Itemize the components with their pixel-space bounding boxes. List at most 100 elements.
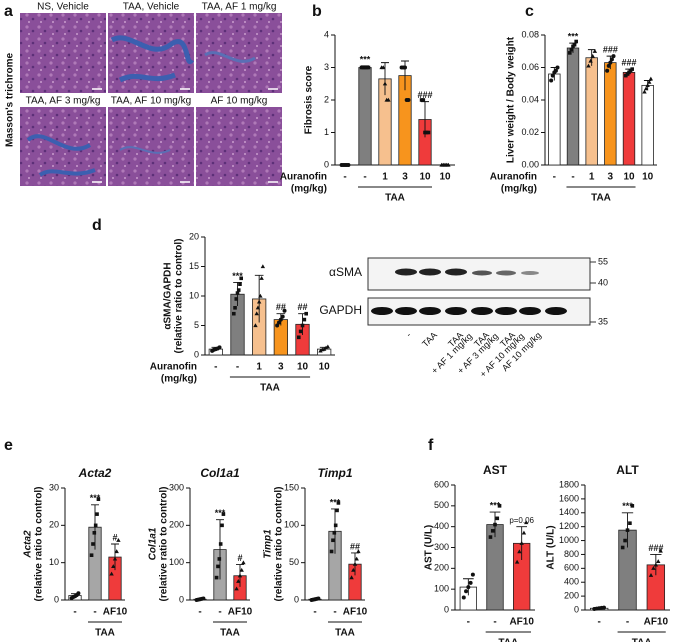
data-point [316,596,321,601]
group-label: TAA [335,628,355,639]
fibrosis-streak [119,146,171,154]
asma-bands [395,268,539,276]
x-tick-label: 3 [608,172,614,183]
y-tick-label: 600 [434,479,449,489]
y-tick-label: 10 [189,290,199,300]
data-point [201,596,206,601]
data-point [278,317,283,322]
bar-chart: 0 100 200 300 400 500 600 AST (U/L) AST - *** - p=0.… [424,463,535,642]
fibrosis-streak [204,51,256,63]
data-point [221,512,226,516]
data-point [325,344,331,349]
y-tick-label: 200 [169,520,184,530]
data-point [234,586,239,591]
data-point [258,293,263,298]
panel-label: e [4,437,13,454]
data-point [381,65,386,70]
bar [604,62,617,166]
chart-title: Col1a1 [200,466,240,480]
data-point [346,163,351,167]
significance-label: ## [350,541,360,551]
y-tick-label: 150 [284,482,299,492]
y-tick-label: 1000 [559,535,579,545]
data-point [366,65,371,70]
y-tick-label: 1400 [559,507,579,517]
lane-label: - [404,330,413,339]
x-tick-label: - [553,172,556,183]
y-tick-label: 0.06 [521,62,539,72]
x-tick-label: - [597,617,600,628]
data-point [297,335,301,340]
y-tick-label: 3 [324,62,329,72]
data-point [643,86,649,91]
data-point [331,538,335,543]
y-tick-label: 4 [324,29,329,39]
data-point [239,567,244,572]
data-point [625,528,630,532]
y-tick-label: 400 [434,521,449,531]
x-tick-label: 10 [297,362,309,373]
data-point [239,276,243,281]
chart-title: AST [483,463,508,477]
data-point [642,89,647,94]
y-tick-label: 0 [294,594,299,604]
data-point [606,63,611,68]
fibrosis-streak [26,134,96,177]
data-point [237,573,243,578]
error-bar [381,62,389,96]
data-point [112,556,118,561]
data-point [601,605,606,610]
error-bar [587,49,596,66]
data-point [335,508,339,513]
data-point [549,78,554,83]
bar-chart: 0 5 10 15 20 αSMA/GAPDH (relative ratio to con… [150,231,335,394]
data-point [648,572,654,577]
x-tick-label: - [93,607,96,618]
image-title: NS, Vehicle [37,2,89,13]
error-bar [91,504,99,550]
group-label: TAA [632,638,652,642]
image-title: AF 10 mg/kg [211,96,268,107]
data-point [333,523,338,528]
data-point [216,564,220,569]
data-point [352,561,358,566]
data-point [282,308,287,313]
y-tick-label: 2 [324,94,329,104]
data-point [241,560,246,565]
data-point [232,311,236,316]
x-tick-label: 1 [589,172,595,183]
x-tick-label: 3 [278,362,284,373]
data-point [605,68,610,73]
data-point [92,531,97,535]
y-tick-label: 1800 [559,479,579,489]
data-point [426,130,431,135]
image-title: TAA, AF 1 mg/kg [202,2,277,13]
image-title: TAA, AF 10 mg/kg [111,96,191,107]
data-point [235,291,240,295]
x-tick-label: - [236,362,239,373]
y-tick-label: 100 [284,520,299,530]
data-point [89,553,94,557]
x-axis-label: (mg/kg) [291,184,327,195]
bar [585,57,598,166]
y-tick-label: 0 [574,604,579,614]
y-tick-label: 500 [434,500,449,510]
x-tick-label: AF10 [343,607,368,618]
x-tick-label: AF10 [644,617,669,628]
data-point [495,516,500,521]
data-point [336,501,341,505]
group-label: TAA [591,193,611,204]
data-point [590,53,595,58]
y-axis-label: Fibrosis score [304,65,315,134]
marker-label: 40 [598,277,608,287]
data-point [386,97,391,102]
marker-label: 55 [598,256,608,266]
data-point [93,523,98,528]
data-point [236,579,241,583]
x-axis-label: (mg/kg) [161,374,197,385]
data-point [645,83,650,87]
data-point [220,523,224,528]
error-bar [254,274,264,323]
x-tick-label: AF10 [103,607,128,618]
